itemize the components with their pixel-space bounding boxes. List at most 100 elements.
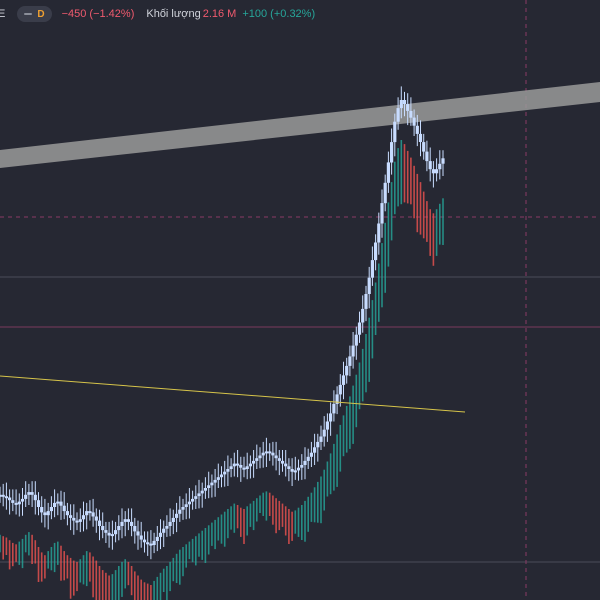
- candle-body: [149, 543, 153, 546]
- candle-body: [313, 447, 317, 453]
- volume-bar: [233, 503, 236, 533]
- volume-bar: [262, 492, 264, 516]
- candle-body: [435, 169, 439, 174]
- candle-body: [43, 512, 47, 516]
- candle-body: [223, 471, 227, 475]
- candle-body: [264, 451, 268, 454]
- candle-body: [59, 501, 63, 506]
- volume-bar: [272, 495, 274, 525]
- volume-bar: [63, 551, 65, 581]
- candle-body: [85, 511, 89, 516]
- volume-bar: [5, 537, 8, 555]
- candle-body: [396, 108, 400, 122]
- candle-body: [248, 463, 252, 467]
- volume-bar: [320, 476, 322, 524]
- volume-bar: [252, 500, 255, 531]
- candle-body: [165, 526, 169, 529]
- candle-body: [117, 526, 121, 531]
- volume-bar: [227, 509, 229, 539]
- candle-body: [178, 509, 182, 514]
- candle-body: [383, 182, 387, 204]
- candle-body: [293, 470, 297, 473]
- volume-bar: [124, 559, 126, 589]
- volume-bar: [37, 547, 40, 582]
- candle-body: [0, 494, 2, 497]
- candle-body: [120, 521, 124, 526]
- volume-bar: [240, 507, 242, 537]
- candle-body: [354, 334, 358, 346]
- candle-body: [62, 505, 66, 512]
- candle-body: [290, 469, 294, 472]
- volume-bar: [76, 561, 78, 592]
- volume-bar: [204, 528, 207, 563]
- volume-bar: [439, 203, 441, 245]
- candle-body: [236, 463, 240, 466]
- candle-body: [107, 532, 111, 536]
- volume-bar: [101, 570, 104, 600]
- candle-body: [332, 403, 336, 414]
- candle-body: [4, 496, 8, 499]
- volume-bar: [211, 522, 213, 546]
- candle-body: [75, 520, 79, 523]
- volume-bar: [236, 505, 239, 529]
- volume-bar: [419, 182, 422, 235]
- volume-bar: [50, 547, 53, 571]
- volume-bar: [422, 191, 425, 239]
- volume-bar: [259, 495, 261, 513]
- price-change: −450 (−1.42%): [61, 8, 135, 20]
- candle-body: [133, 526, 137, 532]
- candle-body: [242, 467, 246, 470]
- candle-body: [271, 452, 275, 456]
- volume-bar: [326, 461, 329, 497]
- candle-body: [184, 504, 188, 507]
- volume-bar: [429, 209, 431, 256]
- candle-body: [441, 158, 445, 164]
- candle-body: [345, 365, 349, 376]
- candle-body: [364, 294, 368, 309]
- volume-bar: [156, 576, 159, 600]
- candle-body: [194, 496, 198, 499]
- volume-bar: [12, 542, 14, 567]
- candle-body: [213, 479, 217, 483]
- candle-body: [287, 466, 291, 469]
- candle-body: [245, 466, 249, 469]
- candle-body: [175, 513, 179, 518]
- candle-body: [152, 540, 156, 545]
- candle-body: [226, 469, 230, 472]
- candle-body: [418, 133, 423, 142]
- candle-body: [232, 463, 236, 467]
- price-candles: [0, 86, 445, 560]
- volume-bar: [172, 557, 175, 582]
- trendline[interactable]: [0, 375, 466, 413]
- volume-bar: [329, 453, 332, 495]
- candle-body: [171, 517, 175, 522]
- volume-bar: [40, 552, 43, 582]
- volume-bar: [442, 198, 444, 245]
- volume-bar: [140, 579, 142, 600]
- volume-bar: [175, 553, 178, 583]
- volume-bar: [432, 213, 435, 266]
- candle-body: [146, 542, 150, 545]
- volume-bar: [288, 509, 290, 544]
- minus-icon: [24, 13, 33, 15]
- candle-body: [11, 500, 15, 503]
- candle-body: [399, 100, 403, 109]
- symbol-label[interactable]: E: [0, 8, 6, 20]
- volume-bar: [416, 173, 419, 233]
- volume-bar: [127, 561, 130, 586]
- interval-badge[interactable]: D: [17, 6, 52, 22]
- volume-bar: [358, 362, 361, 410]
- volume-bar: [114, 570, 117, 600]
- candle-body: [335, 394, 339, 404]
- volume-bar: [268, 492, 271, 516]
- parallel-channel[interactable]: [0, 82, 600, 168]
- candle-body: [123, 519, 127, 522]
- volume-bar: [166, 566, 168, 600]
- volume-bar: [108, 575, 110, 600]
- candle-body: [56, 501, 60, 504]
- volume-bar: [403, 144, 406, 203]
- volume-bar: [301, 505, 303, 540]
- candle-body: [97, 520, 102, 526]
- candle-body: [94, 516, 98, 521]
